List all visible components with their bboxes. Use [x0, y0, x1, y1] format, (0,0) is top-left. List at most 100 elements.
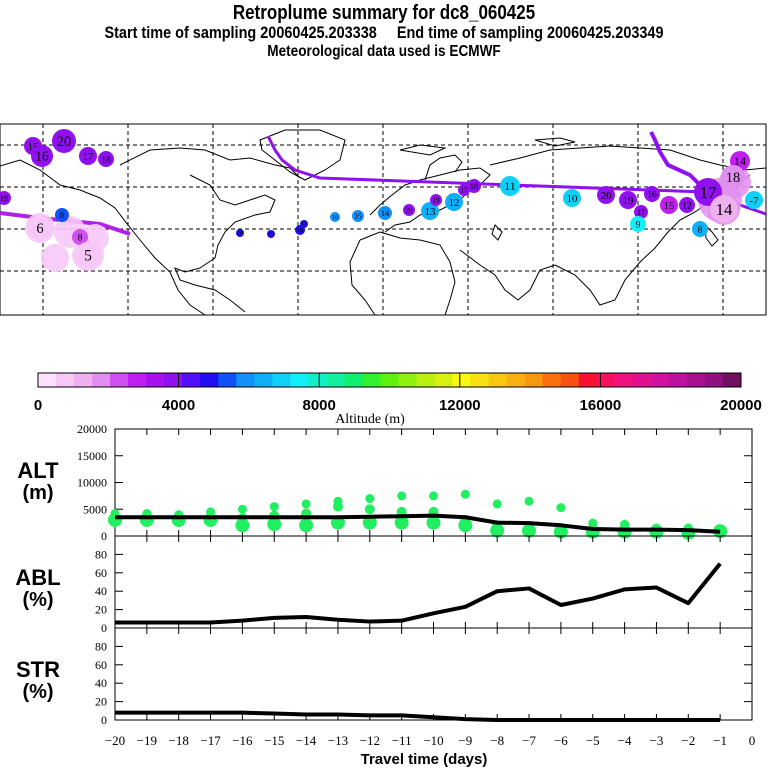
altitude-scatter-point	[426, 515, 441, 530]
colorbar-tick-label: 12000	[439, 397, 481, 414]
plume-marker: 19	[619, 191, 637, 209]
colorbar-swatch	[524, 373, 544, 387]
colorbar-swatch	[398, 373, 418, 387]
altitude-colorbar: 0 4000 8000 12000 16000 20000	[34, 372, 762, 414]
altitude-scatter-point	[269, 502, 279, 512]
altitude-scatter-point	[299, 518, 314, 533]
coastline	[349, 239, 376, 316]
x-tick-label: −1	[713, 733, 727, 748]
altitude-scatter-point	[397, 491, 407, 501]
plume-marker-dot	[55, 208, 69, 222]
colorbar-tick-label: 8000	[303, 397, 336, 414]
colorbar-swatch	[362, 373, 381, 387]
plume-marker-day-label: 16	[35, 149, 49, 164]
coastline	[0, 159, 206, 316]
plume-marker-day-label: 12	[449, 197, 460, 209]
y-tick-label: 60	[95, 566, 107, 580]
y-tick-label: 20	[95, 695, 107, 709]
altitude-scatter-point	[556, 503, 566, 513]
plume-marker: 19	[430, 194, 442, 206]
plume-marker-day-label: 14	[734, 154, 746, 168]
altitude-scatter-point	[460, 489, 470, 499]
colorbar-swatch	[632, 373, 652, 387]
coastline	[704, 223, 719, 247]
coastline	[189, 174, 276, 269]
plume-marker-day-label: 15	[664, 200, 675, 212]
plume-marker: 10	[563, 189, 581, 207]
plume-marker-day-label: 8	[78, 232, 83, 243]
coastline	[259, 129, 346, 181]
plume-marker-dot	[692, 221, 708, 237]
x-tick-label: −5	[586, 733, 600, 748]
plume-marker: 19	[267, 230, 275, 238]
plume-marker-dot	[445, 193, 463, 211]
colorbar-swatch	[56, 373, 75, 387]
colorbar-swatch	[722, 373, 742, 387]
plume-marker-day-label: 20	[601, 190, 612, 202]
plume-marker-day-label: 12	[682, 200, 692, 211]
colorbar-swatch	[344, 373, 363, 387]
plume-marker-day-label: 20	[237, 231, 243, 237]
plume-marker-dot	[330, 212, 340, 222]
str-frame	[114, 627, 753, 721]
chart-title: Retroplume summary for dc8_060425	[232, 2, 536, 24]
plume-marker-day-label: 18	[101, 154, 111, 165]
plume-marker-dot	[710, 195, 738, 223]
plume-marker-day-label: 9	[636, 219, 641, 230]
plume-marker: 5	[75, 242, 101, 268]
colorbar-tick-label: 20000	[720, 397, 762, 414]
plume-marker: 17	[458, 184, 470, 196]
colorbar-swatch	[380, 373, 400, 387]
x-tick-label: −20	[105, 733, 125, 748]
colorbar-swatch	[416, 373, 436, 387]
plume-marker: 19	[0, 191, 11, 205]
plume-marker-dot	[597, 186, 615, 204]
y-tick-label: 15000	[77, 449, 107, 463]
plume-marker-day-label: 19	[268, 232, 274, 238]
plume-marker: 8	[55, 208, 69, 222]
abl-unit: (%)	[22, 589, 53, 611]
colorbar-swatch	[308, 373, 327, 387]
plume-marker: 13	[421, 202, 439, 220]
colorbar-tick-label: 4000	[162, 397, 195, 414]
abl-panel: 0 20 40 60 80 ABL(%)	[15, 535, 753, 635]
str-label: STR	[16, 657, 60, 682]
plume-marker: 20	[597, 186, 615, 204]
alt-unit: (m)	[22, 482, 53, 504]
plume-marker-dot	[619, 191, 637, 209]
time-series-panels: 05000100001500020000ALT(m)020406080ABL(%…	[15, 422, 755, 748]
plume-marker-day-label: 17	[460, 187, 468, 195]
x-axis-label: Travel time (days)	[361, 751, 488, 768]
plume-marker: 8	[72, 229, 88, 245]
plume-marker-dot	[98, 151, 114, 167]
str-series-line	[115, 710, 721, 722]
plume-marker-dot	[378, 206, 392, 220]
colorbar-label: Altitude (m)	[335, 412, 405, 427]
coastline	[369, 167, 491, 233]
plume-marker-day-label: 11	[504, 179, 516, 193]
plume-marker: 6	[28, 216, 52, 240]
plume-marker-day-label: 19	[432, 197, 440, 205]
plume-marker-day-label: 19	[0, 194, 8, 203]
plume-marker-day-label: 18	[726, 170, 740, 186]
colorbar-swatch	[164, 373, 183, 387]
plume-marker: 12	[445, 193, 463, 211]
y-tick-label: 5000	[83, 502, 107, 516]
colorbar-swatch	[254, 373, 273, 387]
plume-marker-day-label: 17	[700, 183, 717, 202]
plume-marker-day-label: 20	[57, 134, 71, 150]
x-tick-label: −19	[137, 733, 157, 748]
colorbar-tick-label: 0	[34, 397, 42, 414]
altitude-scatter-point	[206, 507, 216, 517]
plume-marker: 18	[98, 151, 114, 167]
str-panel: 0 20 40 60 80 STR(%)	[16, 627, 753, 727]
plume-marker-day-label: 17	[301, 222, 307, 228]
str-unit: (%)	[22, 681, 53, 703]
met-data-subtitle: Meteorological data used is ECMWF	[267, 43, 501, 60]
colorbar-swatch	[110, 373, 129, 387]
colorbar-swatch	[218, 373, 237, 387]
colorbar-swatch	[686, 373, 706, 387]
colorbar-swatch	[650, 373, 670, 387]
plume-marker-day-label: 18	[297, 228, 303, 234]
